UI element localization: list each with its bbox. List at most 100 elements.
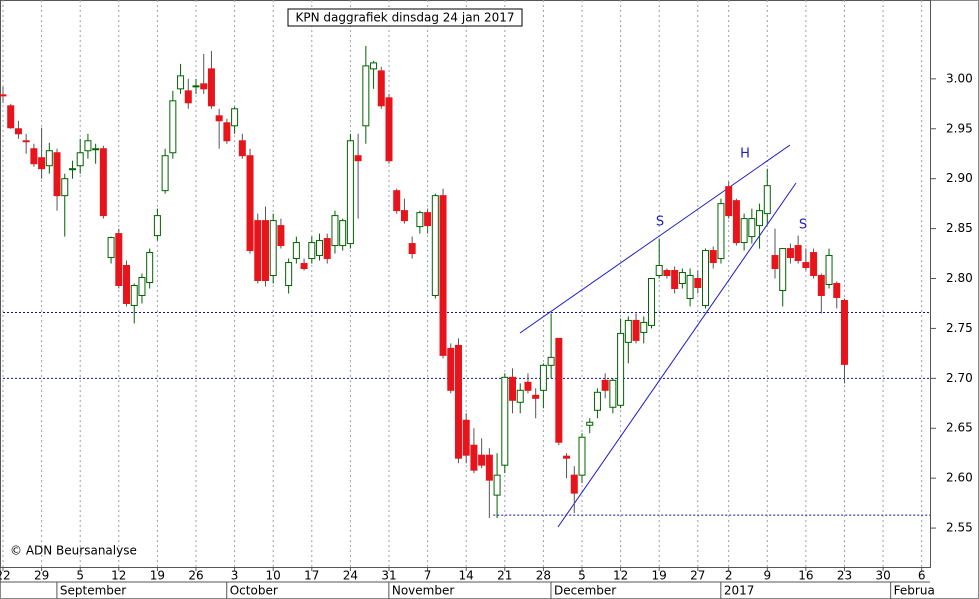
candle-body xyxy=(153,215,161,237)
candle-body xyxy=(377,70,385,107)
x-tick-label: 7 xyxy=(424,569,432,583)
candle-body xyxy=(663,270,671,277)
annotation: S xyxy=(656,215,664,230)
candle-body xyxy=(617,332,625,406)
x-tick-label: 24 xyxy=(343,569,358,583)
trend-line xyxy=(557,182,797,528)
candle-body xyxy=(671,270,679,289)
x-tick-label: 23 xyxy=(837,569,852,583)
candle-body xyxy=(192,85,200,88)
x-tick-label: 12 xyxy=(613,569,628,583)
candle-body xyxy=(748,218,756,238)
x-tick-label: 16 xyxy=(798,569,813,583)
candle-body xyxy=(246,155,254,252)
candle-body xyxy=(215,115,223,122)
month-label: October xyxy=(230,584,278,598)
x-tick-label: 6 xyxy=(918,569,926,583)
candle-body xyxy=(632,319,640,341)
candle-body xyxy=(200,83,208,90)
candle-body xyxy=(53,152,61,197)
credit: © ADN Beursanalyse xyxy=(10,544,137,558)
candle-body xyxy=(547,356,555,366)
y-tick-label: 2.80 xyxy=(946,271,973,285)
annotation: S xyxy=(799,218,807,233)
title-box xyxy=(287,8,523,27)
candle-body xyxy=(509,376,517,401)
x-tick-label: 26 xyxy=(188,569,203,583)
candle-body xyxy=(138,277,146,296)
candle-body xyxy=(717,203,725,260)
candle-body xyxy=(316,240,324,257)
x-tick-label: 27 xyxy=(690,569,705,583)
candle-body xyxy=(563,455,571,459)
candle-body xyxy=(292,242,300,260)
x-tick-label: 3 xyxy=(231,569,239,583)
candle-body xyxy=(578,436,586,476)
candle-body xyxy=(794,245,802,262)
x-tick-label: 17 xyxy=(304,569,319,583)
x-tick-label: 28 xyxy=(536,569,551,583)
candle-body xyxy=(740,218,748,244)
candle-body xyxy=(779,248,787,291)
candle-body xyxy=(725,186,733,217)
candle-body xyxy=(532,394,540,399)
candle-body xyxy=(177,75,185,90)
candle-body xyxy=(92,148,100,151)
candle-body xyxy=(76,152,84,167)
candle-body xyxy=(593,391,601,411)
month-label: Februa xyxy=(894,584,935,598)
candle-body xyxy=(269,220,277,277)
x-tick-label: 19 xyxy=(150,569,165,583)
candle-body xyxy=(146,252,154,284)
candle-body xyxy=(732,200,740,244)
candle-body xyxy=(516,389,524,403)
candle-body xyxy=(478,454,486,466)
candle-body xyxy=(130,284,138,306)
candle-body xyxy=(184,90,192,104)
annotation: H xyxy=(740,147,750,162)
candle-body xyxy=(84,140,92,152)
x-tick-label: 31 xyxy=(381,569,396,583)
x-tick-label: 30 xyxy=(875,569,890,583)
y-tick-label: 2.75 xyxy=(946,321,973,335)
candle-body xyxy=(709,250,717,264)
candle-body xyxy=(0,94,7,97)
y-tick-label: 2.85 xyxy=(946,221,973,235)
candle-body xyxy=(501,376,509,466)
candle-body xyxy=(539,364,547,391)
candle-body xyxy=(694,278,702,288)
candle-body xyxy=(416,212,424,228)
candle-body xyxy=(655,265,663,277)
candle-body xyxy=(810,252,818,277)
candle-body xyxy=(45,150,53,167)
candle-body xyxy=(22,140,30,143)
candle-body xyxy=(68,168,76,171)
candle-body xyxy=(7,105,15,129)
candle-body xyxy=(485,454,493,481)
x-tick-label: 19 xyxy=(652,569,667,583)
candle-body xyxy=(756,210,764,227)
candle-body xyxy=(331,215,339,247)
candle-body xyxy=(555,337,563,443)
candle-body xyxy=(169,100,177,154)
candle-body xyxy=(38,157,46,170)
candle-body xyxy=(277,225,285,247)
y-tick-label: 2.90 xyxy=(946,171,973,185)
candle-body xyxy=(393,190,401,212)
candle-body xyxy=(207,68,215,107)
y-tick-label: 2.55 xyxy=(946,521,973,535)
candle-body xyxy=(678,272,686,285)
candle-body xyxy=(300,263,308,270)
candle-body xyxy=(424,212,432,227)
x-tick-label: 22 xyxy=(0,569,11,583)
candle-body xyxy=(323,238,331,260)
candle-body xyxy=(123,265,131,304)
month-label: December xyxy=(554,584,616,598)
candle-body xyxy=(61,178,69,197)
candle-body xyxy=(802,262,810,269)
x-tick-label: 14 xyxy=(459,569,474,583)
candle-body xyxy=(439,195,447,356)
y-tick-label: 2.60 xyxy=(946,471,973,485)
candle-body xyxy=(254,220,262,282)
